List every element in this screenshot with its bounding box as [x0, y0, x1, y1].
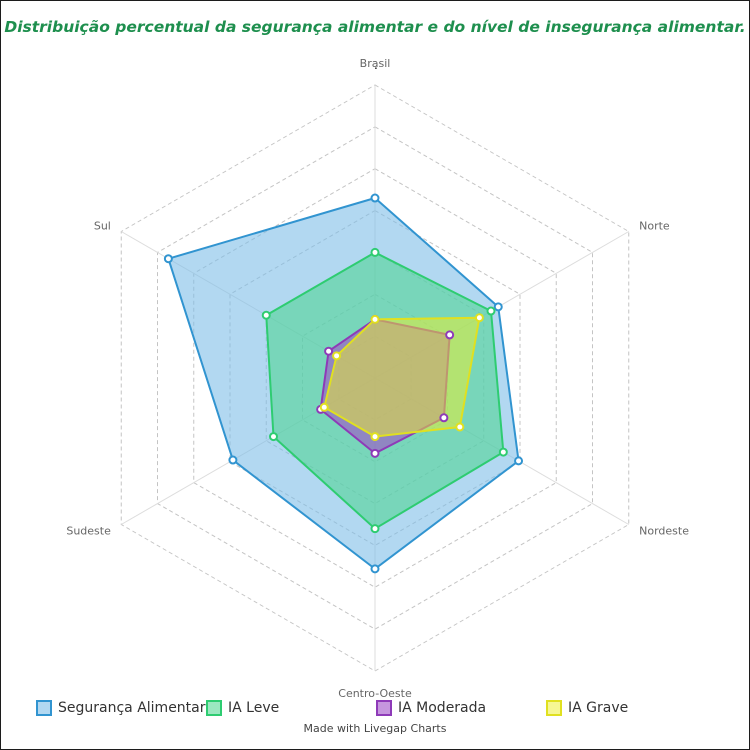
- legend-label: Segurança Alimentar: [58, 700, 206, 716]
- legend-swatch-ia-grave: [546, 700, 562, 716]
- data-point-seguranca-alimentar: [514, 456, 524, 466]
- credit-text: Made with Livegap Charts: [303, 722, 447, 735]
- data-point-ia-moderada: [324, 346, 334, 356]
- data-point-ia-grave: [474, 313, 484, 323]
- axis-label-sudeste: Sudeste: [66, 525, 111, 538]
- data-point-seguranca-alimentar: [228, 455, 238, 465]
- legend-swatch-ia-moderada: [376, 700, 392, 716]
- axis-label-sul: Sul: [94, 220, 111, 233]
- legend-label: IA Leve: [228, 700, 280, 716]
- data-point-ia-leve: [498, 447, 508, 457]
- chart-subtitle: .: [374, 58, 378, 72]
- data-point-ia-moderada: [439, 413, 449, 423]
- axis-label-nordeste: Nordeste: [639, 525, 689, 538]
- legend: Segurança Alimentar IA Leve IA Moderada …: [0, 700, 750, 722]
- legend-label: IA Moderada: [398, 700, 487, 716]
- data-point-seguranca-alimentar: [163, 254, 173, 264]
- data-point-ia-leve: [269, 432, 279, 442]
- data-point-ia-leve: [261, 310, 271, 320]
- data-point-ia-leve: [370, 524, 380, 534]
- data-point-ia-grave: [370, 314, 380, 324]
- legend-item-ia-grave[interactable]: IA Grave: [546, 700, 628, 716]
- axis-label-centro-oeste: Centro-Oeste: [338, 687, 412, 700]
- data-point-ia-moderada: [445, 330, 455, 340]
- legend-label: IA Grave: [568, 700, 629, 716]
- data-point-ia-leve: [486, 306, 496, 316]
- axis-label-brasil: Brasil: [360, 57, 391, 70]
- data-point-seguranca-alimentar: [493, 302, 503, 312]
- axis-label-norte: Norte: [639, 220, 670, 233]
- data-point-seguranca-alimentar: [370, 193, 380, 203]
- data-point-ia-leve: [370, 247, 380, 257]
- chart-title: Distribuição percentual da segurança ali…: [4, 18, 746, 36]
- data-point-seguranca-alimentar: [370, 564, 380, 574]
- data-point-ia-grave: [455, 422, 465, 432]
- legend-swatch-seguranca: [36, 700, 52, 716]
- data-point-ia-grave: [332, 351, 342, 361]
- legend-item-ia-leve[interactable]: IA Leve: [206, 700, 279, 716]
- legend-swatch-ia-leve: [206, 700, 222, 716]
- legend-item-ia-moderada[interactable]: IA Moderada: [376, 700, 486, 716]
- data-point-ia-grave: [370, 432, 380, 442]
- data-point-ia-grave: [319, 402, 329, 412]
- data-point-ia-moderada: [370, 448, 380, 458]
- legend-item-seguranca[interactable]: Segurança Alimentar: [36, 700, 206, 716]
